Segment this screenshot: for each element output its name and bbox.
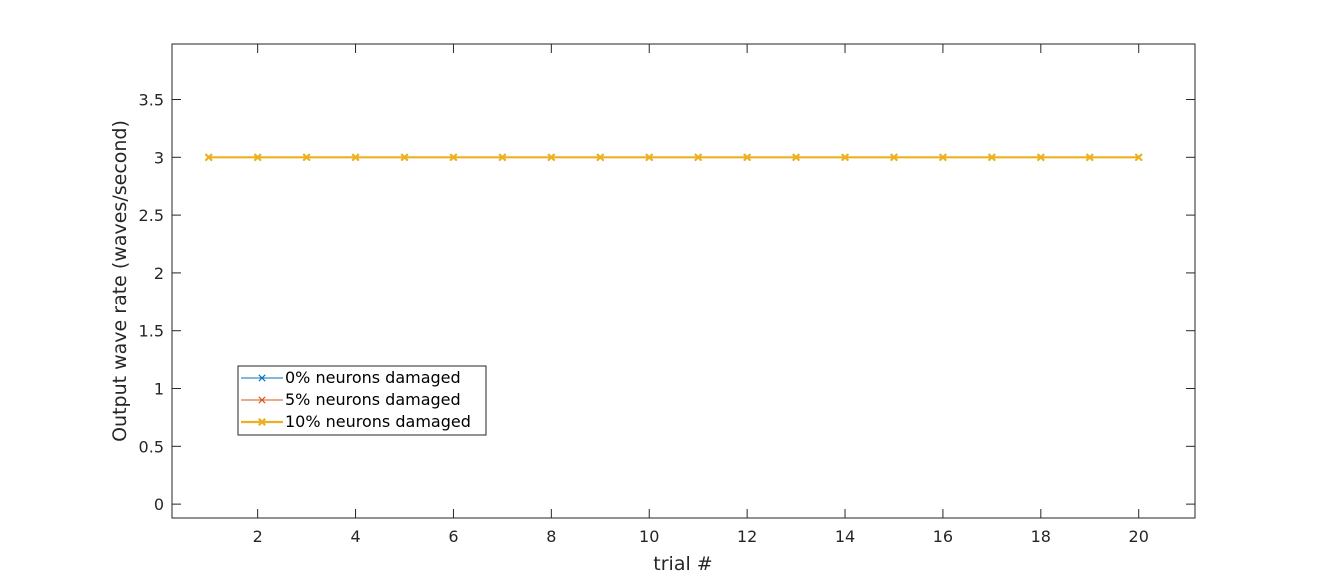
x-tick-label: 6	[448, 527, 458, 546]
legend-swatch-marker	[258, 418, 266, 426]
legend-label: 0% neurons damaged	[285, 368, 461, 387]
data-point	[253, 153, 262, 162]
legend-swatch-marker	[258, 396, 266, 404]
y-tick-label: 3	[154, 148, 164, 167]
data-point	[596, 153, 605, 162]
legend-label: 5% neurons damaged	[285, 390, 461, 409]
data-point	[302, 153, 311, 162]
legend: 0% neurons damaged 5% neurons damaged 10% …	[237, 365, 487, 436]
series-layer	[204, 153, 1143, 162]
x-tick-label: 16	[933, 527, 953, 546]
data-point	[645, 153, 654, 162]
data-point	[204, 153, 213, 162]
y-tick-label: 2.5	[139, 206, 164, 225]
data-point	[694, 153, 703, 162]
tick-labels: 2 4 6 8 10 12 14 16 18 20 0 0.5 1 1.5 2 2.5 3 3.5	[139, 90, 1149, 546]
x-tick-label: 12	[737, 527, 757, 546]
data-point	[1036, 153, 1045, 162]
data-point	[351, 153, 360, 162]
data-point	[1134, 153, 1143, 162]
plot-area	[172, 44, 1195, 518]
legend-label: 10% neurons damaged	[285, 412, 471, 431]
legend-item: 0% neurons damaged	[241, 368, 461, 387]
x-tick-label: 18	[1031, 527, 1051, 546]
y-tick-label: 0	[154, 495, 164, 514]
y-axis-label: Output wave rate (waves/second)	[109, 120, 131, 442]
legend-item: 5% neurons damaged	[241, 390, 461, 409]
y-tick-label: 0.5	[139, 437, 164, 456]
legend-item: 10% neurons damaged	[241, 412, 471, 431]
data-point	[400, 153, 409, 162]
data-point	[938, 153, 947, 162]
data-point	[987, 153, 996, 162]
x-axis-label: trial #	[653, 553, 712, 575]
x-tick-label: 20	[1129, 527, 1149, 546]
y-tick-label: 1.5	[139, 322, 164, 341]
data-point	[743, 153, 752, 162]
series-2	[204, 153, 1143, 162]
y-tick-label: 2	[154, 264, 164, 283]
legend-swatch-marker	[258, 374, 266, 382]
plot-frame	[171, 43, 1196, 519]
data-point	[498, 153, 507, 162]
axis-ticks	[172, 44, 1195, 518]
y-tick-label: 1	[154, 380, 164, 399]
x-tick-label: 2	[253, 527, 263, 546]
x-tick-label: 14	[835, 527, 855, 546]
data-point	[1085, 153, 1094, 162]
x-tick-label: 8	[546, 527, 556, 546]
data-point	[792, 153, 801, 162]
x-tick-label: 4	[350, 527, 360, 546]
data-point	[547, 153, 556, 162]
y-tick-label: 3.5	[139, 90, 164, 109]
data-point	[889, 153, 898, 162]
data-point	[449, 153, 458, 162]
data-point	[841, 153, 850, 162]
x-tick-label: 10	[639, 527, 659, 546]
